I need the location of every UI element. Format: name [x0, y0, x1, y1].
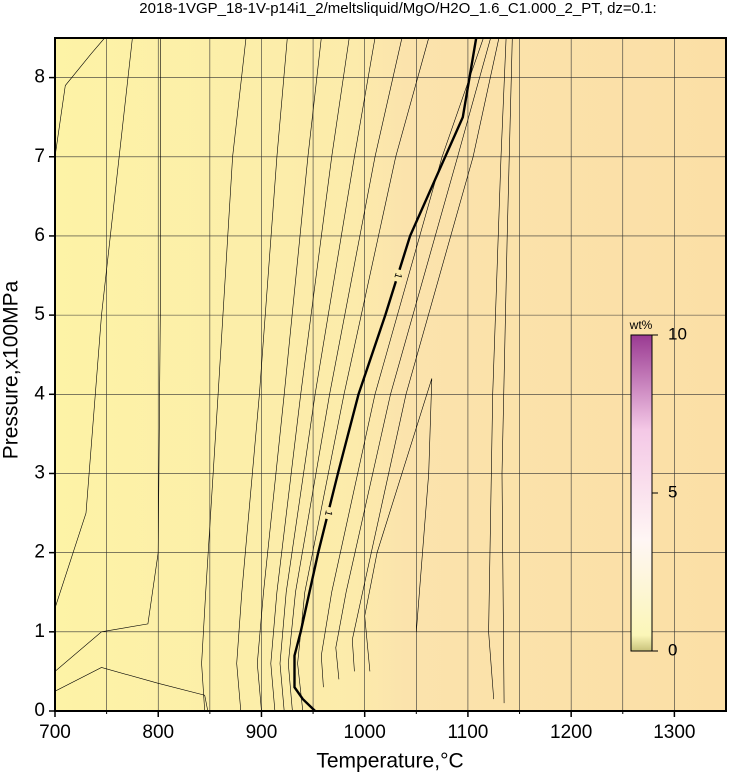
contour-line	[236, 38, 288, 711]
contour-line	[279, 38, 376, 711]
contour-line	[488, 38, 507, 700]
contour-label: 1	[391, 271, 403, 280]
y-axis-label: Pressure,x100MPa	[0, 280, 23, 459]
colorbar-label: wt%	[629, 318, 653, 332]
contour-line	[501, 38, 513, 704]
x-tick-label: 900	[246, 722, 278, 743]
colorbar-tick-label: 5	[668, 482, 677, 501]
contours: 11	[55, 38, 513, 711]
y-tick-label: 7	[34, 146, 45, 167]
contour-line	[351, 38, 500, 672]
x-tick-label: 1000	[344, 722, 386, 743]
colorbar-tick-label: 10	[668, 324, 687, 343]
y-tick-label: 5	[34, 304, 45, 325]
contour-label-bg	[391, 268, 405, 283]
x-axis-label: Temperature,°C	[316, 750, 463, 773]
x-tick-label: 1200	[550, 722, 592, 743]
y-tick-label: 6	[34, 225, 45, 246]
y-tick-label: 1	[34, 621, 45, 642]
contour-line	[55, 38, 105, 157]
contour-line	[320, 38, 484, 688]
colorbar-ticks: 0 5 10	[652, 324, 687, 659]
y-tick-label: 3	[34, 462, 45, 483]
y-tick-label: 4	[34, 383, 45, 404]
contour-line	[55, 667, 209, 711]
y-tick-label: 2	[34, 542, 45, 563]
contour-label: 1	[322, 509, 334, 517]
contour-line	[297, 38, 429, 711]
contour-line	[270, 38, 350, 711]
colorbar-tick-label: 0	[668, 640, 677, 659]
plot-background	[55, 38, 726, 711]
x-tick-label: 800	[142, 722, 174, 743]
x-tick-label: 700	[39, 722, 71, 743]
contour-label-bg	[321, 506, 335, 521]
x-tick-label: 1100	[447, 722, 488, 743]
x-tick-label: 1300	[653, 722, 695, 743]
plot-frame	[54, 37, 727, 712]
contour-line	[335, 38, 491, 680]
contour-line	[55, 38, 133, 609]
y-tick-label: 0	[34, 700, 45, 721]
contour-line	[364, 378, 433, 672]
contour-line	[55, 38, 161, 672]
colorbar	[630, 334, 653, 652]
contour-line	[293, 38, 478, 711]
contour-line	[287, 38, 403, 711]
chart-title: 2018-1VGP_18-1V-p14i1_2/meltsliquid/MgO/…	[139, 0, 656, 17]
y-tick-label: 8	[34, 67, 45, 88]
contour-line	[201, 38, 247, 711]
contour-line	[256, 38, 322, 711]
